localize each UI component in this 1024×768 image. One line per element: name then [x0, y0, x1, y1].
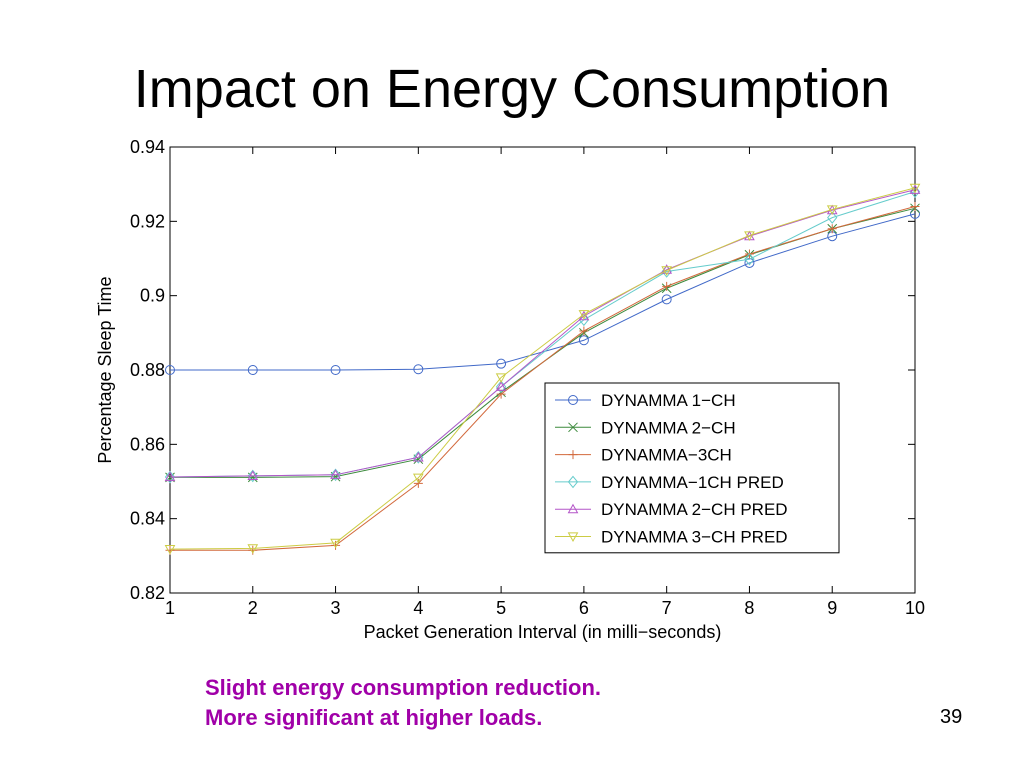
data-point — [413, 478, 423, 488]
y-axis-label: Percentage Sleep Time — [95, 276, 115, 463]
page-number: 39 — [940, 706, 963, 728]
y-tick-label: 0.9 — [140, 286, 165, 306]
legend-box — [544, 382, 840, 554]
data-point — [164, 471, 176, 482]
data-point — [827, 211, 838, 224]
data-point — [495, 373, 507, 383]
legend-marker — [568, 422, 578, 433]
legend-label: DYNAMMA 3−CH PRED — [601, 528, 788, 547]
data-point — [579, 326, 589, 336]
x-tick-label: 7 — [662, 598, 672, 618]
data-point — [330, 468, 341, 482]
legend-item: DYNAMMA 3−CH PRED — [555, 528, 788, 547]
data-point — [827, 224, 837, 234]
data-point — [496, 389, 506, 399]
y-tick-label: 0.92 — [130, 211, 165, 231]
data-point — [661, 294, 672, 305]
x-axis-label: Packet Generation Interval (in milli−sec… — [364, 622, 722, 642]
legend-item: DYNAMMA−3CH — [555, 446, 732, 465]
data-point — [164, 545, 176, 555]
x-tick-label: 10 — [905, 598, 925, 618]
legend-item: DYNAMMA 2−CH — [555, 418, 736, 437]
data-point — [744, 231, 755, 241]
legend-marker — [568, 450, 578, 460]
caption-line-2: More significant at higher loads. — [205, 705, 543, 730]
data-point — [247, 544, 259, 554]
data-point — [330, 365, 341, 375]
x-tick-label: 9 — [827, 598, 837, 618]
series-line — [169, 189, 916, 478]
line-chart: 1 2 3 4 5 6 7 8 9 10 0.82 0.84 0.86 0.88 0.9 0.92 0.94 Pa… — [95, 137, 925, 642]
legend-marker — [567, 503, 579, 514]
data-point — [247, 469, 258, 483]
caption-line-1: Slight energy consumption reduction. — [205, 675, 602, 700]
data-point — [412, 451, 424, 462]
data-point — [413, 451, 424, 464]
y-tick-label: 0.82 — [130, 583, 165, 603]
x-tick-label: 1 — [165, 598, 175, 618]
x-tick-label: 5 — [496, 598, 506, 618]
series-6 — [164, 183, 921, 555]
data-point — [330, 538, 341, 549]
legend-label: DYNAMMA−1CH PRED — [601, 473, 784, 492]
data-point — [662, 281, 672, 291]
slide-title: Impact on Energy Consumption — [133, 59, 891, 119]
legend-marker — [568, 395, 578, 405]
legend-label: DYNAMMA 2−CH PRED — [601, 500, 788, 519]
data-point — [744, 252, 755, 266]
data-point — [495, 381, 507, 391]
data-point — [496, 358, 507, 369]
caption: Slight energy consumption reduction. Mor… — [205, 673, 601, 733]
x-tick-label: 3 — [331, 598, 341, 618]
data-point — [578, 310, 590, 320]
legend-item: DYNAMMA 1−CH — [555, 391, 736, 410]
data-point — [412, 473, 424, 484]
data-point — [247, 470, 259, 481]
x-tick-label: 8 — [744, 598, 754, 618]
data-point — [910, 201, 920, 211]
data-point — [826, 205, 838, 215]
x-tick-label: 4 — [413, 598, 423, 618]
data-point — [909, 183, 921, 194]
legend-marker — [567, 532, 579, 543]
data-point — [495, 380, 507, 394]
data-point — [247, 365, 258, 375]
y-tick-label: 0.86 — [130, 434, 165, 454]
data-point — [330, 469, 341, 479]
legend-item: DYNAMMA 2−CH PRED — [555, 500, 788, 519]
data-point — [578, 335, 589, 346]
legend-label: DYNAMMA 1−CH — [601, 391, 736, 410]
y-tick-label: 0.88 — [130, 360, 165, 380]
data-point — [164, 470, 176, 484]
legend: DYNAMMA 1−CH DYNAMMA 2−CH DYNAMMA−3CH DYNAM… — [544, 382, 840, 554]
x-tick-label: 2 — [248, 598, 258, 618]
series-line — [169, 187, 916, 550]
y-tick-label: 0.94 — [130, 137, 165, 157]
legend-label: DYNAMMA 2−CH — [601, 418, 736, 437]
x-tick-label: 6 — [579, 598, 589, 618]
data-point — [165, 365, 175, 375]
legend-marker — [567, 475, 579, 489]
y-tick-label: 0.84 — [130, 509, 165, 529]
series-line — [170, 205, 916, 551]
legend-label: DYNAMMA−3CH — [601, 446, 732, 465]
data-point — [413, 364, 424, 375]
data-point — [661, 266, 673, 276]
legend-item: DYNAMMA−1CH PRED — [555, 473, 784, 492]
series-3 — [165, 201, 920, 555]
